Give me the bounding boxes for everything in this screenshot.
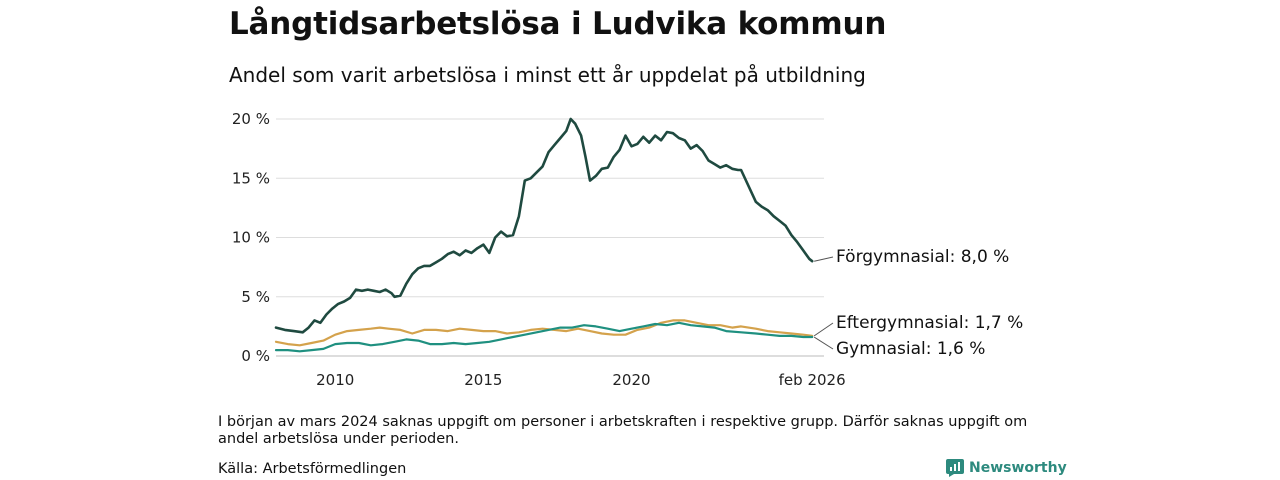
y-tick-label: 0 %: [241, 347, 270, 365]
brand[interactable]: Newsworthy: [946, 459, 1067, 477]
x-tick-label: 2010: [316, 371, 354, 389]
chart-title: Långtidsarbetslösa i Ludvika kommun: [229, 6, 887, 42]
x-tick-label: feb 2026: [779, 371, 846, 389]
y-tick-label: 10 %: [232, 229, 270, 247]
series-line-eftergymnasial: [274, 319, 814, 347]
line-chart: 0 %5 %10 %15 %20 % 2010 2015 2020 feb 2026 …: [232, 110, 1023, 389]
x-tick-label: 2015: [464, 371, 502, 389]
x-tick-label: 2020: [612, 371, 650, 389]
series-end-label: Förgymnasial: 8,0 %: [836, 247, 1009, 267]
footnote: I början av mars 2024 saknas uppgift om …: [218, 414, 1028, 447]
series-line-förgymnasial: [274, 117, 814, 334]
newsworthy-logo-icon: [946, 459, 964, 477]
series-end-label: Eftergymnasial: 1,7 %: [836, 313, 1023, 333]
chart-subtitle: Andel som varit arbetslösa i minst ett å…: [229, 63, 866, 87]
series-end-label: Gymnasial: 1,6 %: [836, 339, 985, 359]
y-tick-label: 15 %: [232, 169, 270, 187]
label-leader-line: [814, 256, 834, 262]
source-text: Källa: Arbetsförmedlingen: [218, 461, 407, 477]
label-leader-line: [813, 336, 834, 350]
y-tick-label: 20 %: [232, 110, 270, 128]
series-line-gymnasial: [274, 321, 814, 353]
label-leader-line: [813, 322, 834, 337]
y-tick-label: 5 %: [241, 288, 270, 306]
brand-name: Newsworthy: [969, 460, 1067, 476]
